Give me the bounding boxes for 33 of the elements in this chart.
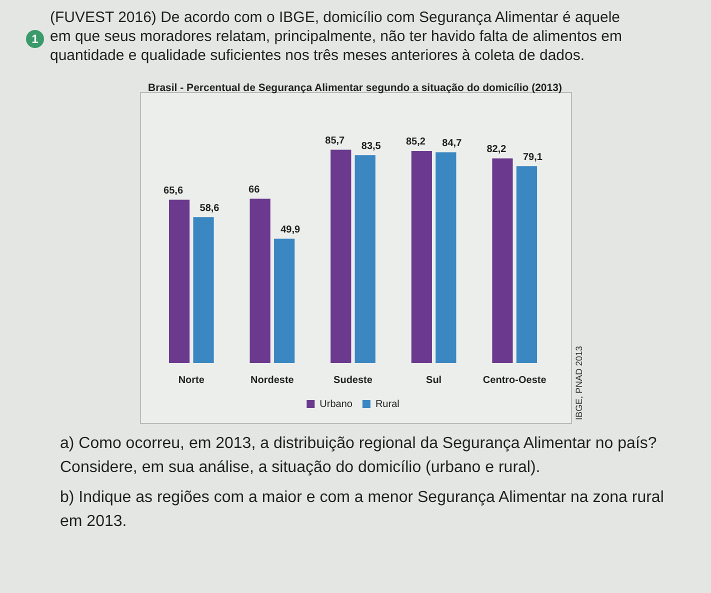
- data-label: 84,7: [442, 138, 462, 149]
- text: (FUVEST 2016) De acordo com o IBGE, domicílio com Segurança Alimentar é aquele em que seus moradores relatam, principalmente, não ter havido falta de alimentos em quantidade e qualidade suficientes nos três meses anteriores à coleta de dados.: [50, 8, 623, 65]
- x-tick-label: Sudeste: [334, 374, 373, 386]
- bar: [516, 166, 538, 363]
- legend-label: Urbano: [320, 398, 353, 410]
- x-tick-label: Centro-Oeste: [482, 374, 547, 386]
- chart-title: Brasil - Percentual de Segurança Alimentar segundo a situação do domicílio (2013): [147, 82, 563, 94]
- data-label: 49,9: [280, 224, 300, 236]
- bar: [436, 152, 456, 363]
- data-label: 66: [248, 184, 260, 196]
- data-label: 58,6: [200, 202, 220, 214]
- x-tick-label: Sul: [426, 374, 442, 386]
- bar: [354, 155, 376, 363]
- data-label: 83,5: [361, 140, 382, 152]
- legend-label: Rural: [375, 398, 400, 410]
- bar: [168, 200, 190, 363]
- text: IBGE, PNAD 2013: [574, 346, 584, 420]
- bar: [193, 217, 214, 363]
- bar: [330, 150, 352, 363]
- x-tick-label: Norte: [178, 374, 205, 386]
- data-label: 79,1: [522, 152, 543, 163]
- data-label: 82,2: [486, 144, 507, 156]
- data-label: 65,6: [164, 185, 184, 196]
- text: a) Como ocorreu, em 2013, a distribuição regional da Segurança Alimentar no país? Considere, em sua análise, a situação do domicílio (urbano e rural).: [60, 434, 658, 478]
- bar: [492, 158, 513, 363]
- bar: [274, 238, 295, 363]
- bar: [411, 150, 432, 363]
- x-tick-label: Nordeste: [250, 374, 294, 386]
- text: 1: [26, 30, 44, 48]
- text: b) Indique as regiões com a maior e com a menor Segurança Alimentar na zona rural em 2013.: [60, 488, 665, 532]
- bar: [250, 198, 270, 363]
- data-label: 85,2: [406, 136, 426, 148]
- data-label: 85,7: [325, 135, 346, 146]
